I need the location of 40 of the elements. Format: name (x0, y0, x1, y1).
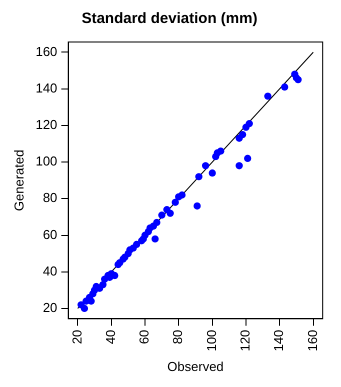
point (158, 212, 166, 219)
point (153, 218, 160, 226)
point (99, 281, 107, 288)
point (172, 198, 179, 206)
y-tick-label: 160 (36, 44, 58, 59)
x-tick-label: 120 (238, 330, 253, 352)
point (246, 120, 253, 128)
point (217, 147, 224, 155)
y-tick-label: 40 (42, 263, 58, 278)
y-tick-label: 100 (36, 154, 58, 169)
x-tick-label: 160 (304, 330, 320, 352)
y-axis-title: Generated (11, 150, 26, 212)
point (208, 169, 216, 177)
point (281, 83, 288, 91)
point (195, 173, 202, 180)
point (132, 240, 140, 248)
x-axis-title: Observed (167, 358, 224, 374)
point (166, 210, 174, 217)
point (236, 162, 243, 170)
point (238, 131, 246, 138)
x-tick-label: 100 (204, 330, 219, 352)
x-tick-label: 40 (102, 330, 118, 344)
y-tick-label: 20 (42, 300, 58, 316)
y-tick-label: 140 (36, 80, 58, 96)
x-tick-label: 140 (271, 330, 286, 352)
point (244, 154, 252, 162)
chart-title: Standard deviation (mm) (82, 10, 258, 28)
x-tick-label: 20 (69, 330, 84, 344)
y-tick-label: 60 (42, 226, 58, 242)
x-tick-label: 80 (170, 330, 186, 344)
point (194, 202, 201, 210)
y-tick-label: 120 (36, 117, 58, 132)
point (152, 235, 159, 243)
point (202, 162, 210, 170)
x-tick-label: 60 (136, 330, 152, 344)
point (178, 191, 186, 199)
y-tick-label: 80 (42, 190, 58, 206)
point (264, 92, 272, 100)
point (80, 304, 88, 312)
point (88, 298, 95, 305)
